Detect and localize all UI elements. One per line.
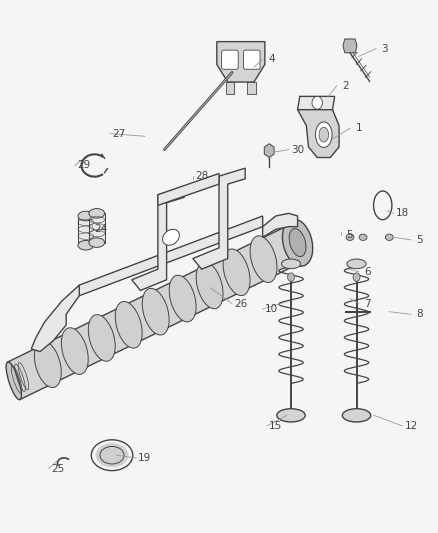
Polygon shape (7, 224, 304, 400)
Ellipse shape (41, 350, 55, 379)
Polygon shape (343, 39, 357, 53)
Ellipse shape (283, 219, 313, 266)
Ellipse shape (223, 249, 250, 296)
Ellipse shape (289, 229, 306, 256)
Text: 8: 8 (417, 309, 423, 319)
Text: 1: 1 (355, 123, 362, 133)
Ellipse shape (88, 314, 115, 361)
Ellipse shape (115, 302, 142, 348)
Ellipse shape (347, 259, 366, 269)
Ellipse shape (68, 336, 82, 366)
Polygon shape (132, 187, 184, 290)
Polygon shape (158, 173, 219, 205)
Text: 25: 25 (51, 464, 64, 473)
Ellipse shape (169, 275, 196, 322)
Text: 28: 28 (195, 171, 208, 181)
Ellipse shape (343, 409, 371, 422)
Ellipse shape (359, 234, 367, 240)
Ellipse shape (35, 341, 61, 387)
Circle shape (312, 96, 322, 109)
Ellipse shape (78, 211, 94, 221)
Text: 30: 30 (291, 144, 304, 155)
Ellipse shape (95, 443, 128, 467)
Polygon shape (79, 216, 263, 296)
Text: 18: 18 (396, 208, 409, 219)
Text: 15: 15 (269, 421, 283, 431)
Text: 7: 7 (364, 298, 371, 309)
Ellipse shape (78, 240, 94, 250)
Ellipse shape (282, 259, 300, 269)
Circle shape (353, 273, 360, 281)
Text: 2: 2 (343, 81, 349, 91)
Polygon shape (297, 96, 335, 110)
Bar (78, 216, 94, 245)
FancyBboxPatch shape (244, 50, 260, 69)
Text: 29: 29 (77, 160, 90, 171)
Ellipse shape (250, 236, 277, 282)
Ellipse shape (277, 409, 305, 422)
Polygon shape (217, 42, 265, 82)
Polygon shape (193, 168, 245, 269)
Bar (226, 82, 234, 94)
Ellipse shape (385, 234, 393, 240)
Ellipse shape (346, 234, 354, 240)
Bar (89, 213, 105, 243)
Ellipse shape (122, 310, 136, 340)
Ellipse shape (89, 238, 105, 247)
Ellipse shape (230, 258, 244, 287)
Circle shape (288, 273, 294, 281)
Ellipse shape (142, 288, 169, 335)
Text: 19: 19 (138, 453, 152, 463)
Polygon shape (297, 104, 339, 158)
Ellipse shape (162, 229, 180, 245)
Ellipse shape (315, 122, 332, 148)
Text: 26: 26 (234, 298, 247, 309)
Ellipse shape (196, 262, 223, 309)
Ellipse shape (95, 324, 109, 352)
Text: 24: 24 (95, 224, 108, 235)
Ellipse shape (6, 362, 21, 400)
Polygon shape (31, 285, 79, 352)
FancyBboxPatch shape (222, 50, 238, 69)
Text: 3: 3 (381, 44, 388, 53)
Polygon shape (263, 213, 297, 237)
Text: 10: 10 (265, 304, 278, 314)
Ellipse shape (203, 271, 216, 300)
Text: 27: 27 (112, 128, 125, 139)
Ellipse shape (61, 328, 88, 374)
Ellipse shape (319, 127, 328, 142)
Bar (247, 82, 256, 94)
Ellipse shape (89, 208, 105, 218)
Text: 5: 5 (346, 230, 353, 240)
Text: 6: 6 (364, 267, 371, 277)
Ellipse shape (149, 297, 162, 326)
Ellipse shape (176, 284, 190, 313)
Text: 4: 4 (268, 54, 275, 64)
Ellipse shape (257, 245, 271, 273)
Text: 12: 12 (404, 421, 418, 431)
Text: 5: 5 (417, 235, 423, 245)
